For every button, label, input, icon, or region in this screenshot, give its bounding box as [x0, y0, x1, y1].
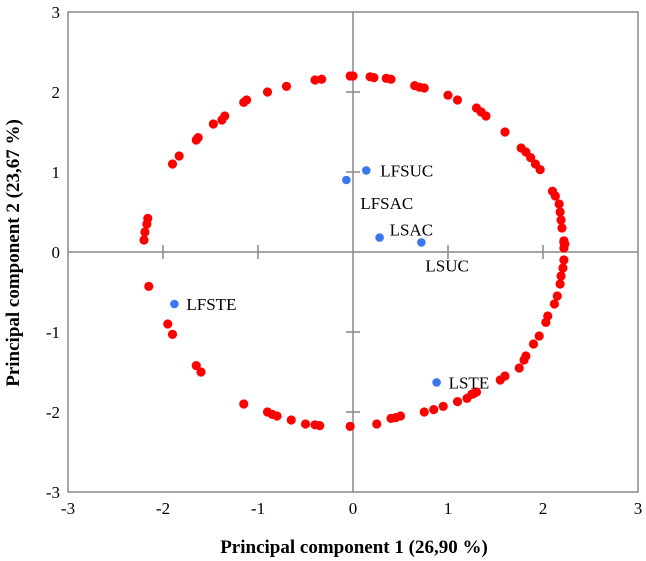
- y-tick-label: 0: [52, 243, 61, 262]
- zero-axes: [68, 12, 638, 492]
- sample-point-lsac: [375, 233, 384, 242]
- sample-point-lfsuc: [362, 166, 371, 175]
- x-tick-label: 2: [539, 499, 548, 518]
- circle-point: [193, 133, 203, 143]
- circle-point: [419, 407, 429, 417]
- circle-point: [348, 71, 358, 81]
- y-tick-label: 3: [52, 3, 61, 22]
- circle-point: [559, 255, 569, 265]
- circle-point: [555, 207, 565, 217]
- sample-points: [170, 166, 441, 387]
- sample-point-lfsac: [342, 175, 351, 185]
- circle-point: [552, 291, 562, 301]
- circle-point: [495, 375, 505, 385]
- circle-point: [443, 90, 453, 100]
- circle-point: [310, 75, 320, 85]
- circle-point: [372, 419, 382, 429]
- circle-point: [239, 399, 249, 409]
- circle-point: [535, 165, 545, 175]
- circle-point: [140, 227, 150, 237]
- x-axis-title: Principal component 1 (26,90 %): [220, 537, 488, 558]
- sample-point-lste: [432, 378, 441, 387]
- circle-point: [220, 111, 230, 121]
- circle-point: [519, 355, 529, 365]
- sample-point-lfste: [170, 299, 179, 309]
- circle-point: [481, 111, 491, 121]
- circle-point: [317, 74, 327, 84]
- y-tick-label: -3: [46, 483, 60, 502]
- circle-point: [452, 95, 463, 105]
- tick-marks: [162, 91, 544, 413]
- circle-point: [191, 361, 201, 371]
- y-tick-labels: 3 2 1 0 -1 -2 -3: [46, 3, 60, 502]
- circle-point: [208, 119, 218, 129]
- y-tick-label: 2: [52, 83, 61, 102]
- circle-point: [462, 393, 472, 403]
- circle-point: [163, 319, 173, 329]
- sample-label-lste: LSTE: [449, 373, 490, 392]
- circle-point: [386, 74, 396, 84]
- sample-label-lfsuc: LFSUC: [380, 161, 433, 180]
- circle-point: [549, 299, 560, 309]
- circle-point: [386, 413, 396, 423]
- x-tick-label: 3: [634, 499, 643, 518]
- sample-point-lsuc: [417, 238, 426, 247]
- y-tick-label: -1: [46, 323, 60, 342]
- circle-point: [310, 420, 320, 430]
- circle-point: [143, 213, 153, 223]
- circle-point: [556, 215, 566, 225]
- sample-label-lfsac: LFSAC: [360, 194, 413, 213]
- circle-point: [528, 339, 539, 349]
- circle-point: [555, 279, 565, 289]
- circle-point: [534, 331, 544, 341]
- circle-point: [345, 421, 355, 431]
- sample-label-lsac: LSAC: [390, 221, 433, 240]
- circle-point: [167, 329, 178, 339]
- x-tick-label: -3: [61, 499, 75, 518]
- x-tick-label: 0: [349, 499, 358, 518]
- x-tick-label: -2: [156, 499, 170, 518]
- circle-point: [526, 153, 536, 163]
- circle-point: [554, 199, 564, 209]
- x-tick-label: 1: [444, 499, 453, 518]
- x-tick-label: -1: [251, 499, 265, 518]
- correlation-circle-points: [139, 71, 570, 431]
- circle-point: [452, 397, 463, 407]
- circle-point: [550, 191, 560, 201]
- y-tick-label: 1: [52, 163, 61, 182]
- circle-point: [196, 367, 206, 377]
- circle-point: [557, 223, 567, 233]
- circle-point: [438, 401, 448, 411]
- circle-point: [541, 317, 551, 327]
- circle-point: [286, 415, 296, 425]
- circle-point: [369, 73, 379, 83]
- circle-point: [500, 127, 510, 137]
- sample-label-lfste: LFSTE: [186, 295, 236, 314]
- circle-point: [556, 271, 566, 281]
- y-axis-title: Principal component 2 (23,67 %): [3, 119, 24, 387]
- circle-point: [139, 235, 149, 245]
- circle-point: [262, 87, 273, 97]
- circle-point: [242, 95, 252, 105]
- circle-point: [167, 159, 178, 169]
- circle-point: [262, 407, 273, 417]
- y-tick-label: -2: [46, 403, 60, 422]
- circle-point: [419, 83, 429, 93]
- circle-point: [300, 419, 311, 429]
- circle-point: [514, 363, 524, 373]
- circle-point: [174, 151, 184, 161]
- sample-labels: LFSUC LFSAC LSAC LSUC LFSTE LSTE: [186, 161, 489, 392]
- circle-point: [429, 405, 439, 415]
- sample-label-lsuc: LSUC: [425, 256, 468, 275]
- x-tick-labels: -3 -2 -1 0 1 2 3: [61, 499, 642, 518]
- circle-point: [144, 281, 154, 291]
- circle-point: [558, 263, 568, 273]
- circle-point: [559, 243, 569, 253]
- circle-point: [281, 81, 292, 91]
